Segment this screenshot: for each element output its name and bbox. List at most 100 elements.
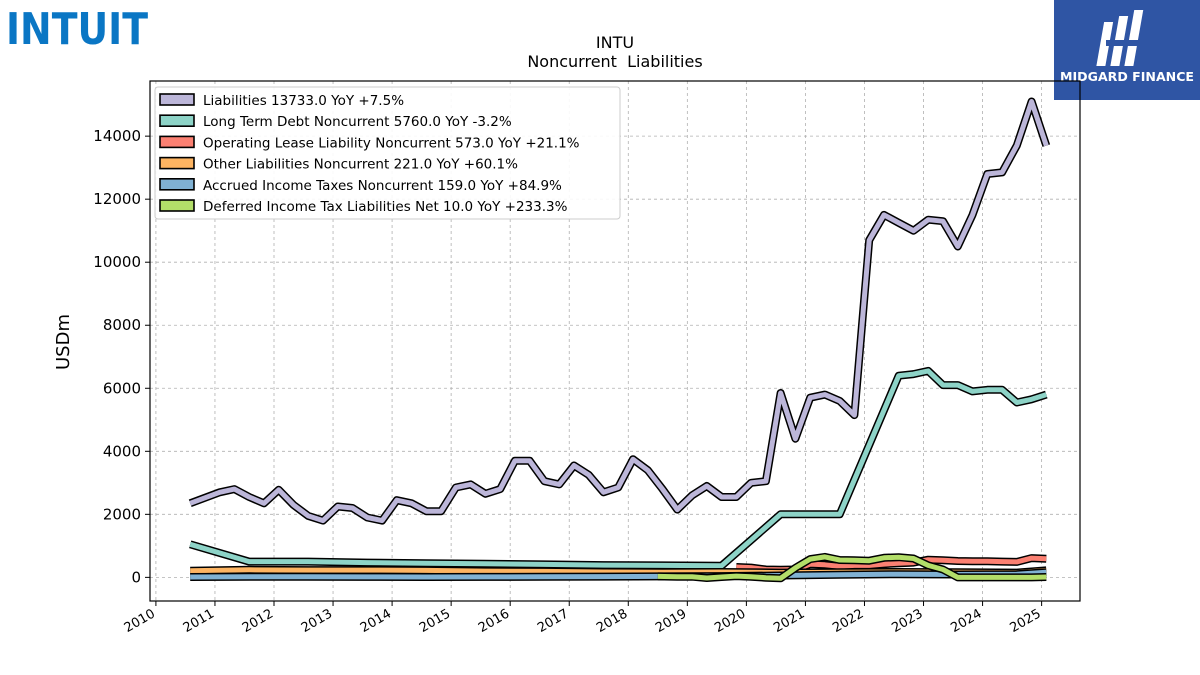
data-point [366,517,368,519]
data-point [1001,561,1003,563]
data-point [721,496,723,498]
data-point [735,566,737,568]
data-point [853,414,855,416]
data-point [307,576,309,578]
data-point [750,482,752,484]
legend-label: Accrued Income Taxes Noncurrent 159.0 Yo… [203,178,562,194]
data-point [499,488,501,490]
data-point [780,513,782,515]
legend-swatch [159,199,195,212]
data-point [942,559,944,561]
legend: Liabilities 13733.0 YoY +7.5% Long Term D… [154,86,621,220]
data-point [765,577,767,579]
data-point [1045,558,1047,560]
midgard-emblem-icon [1096,10,1152,66]
intuit-logo-text: INTUIT [6,4,148,52]
series-stroke [190,569,1047,580]
data-point [662,564,664,566]
legend-item-1: Long Term Debt Noncurrent 5760.0 YoY -3.… [159,114,512,130]
data-point [957,384,959,386]
data-point [927,564,929,566]
data-point [425,510,427,512]
data-point [942,384,944,386]
data-point [278,489,280,491]
plot-frame [149,80,1081,602]
legend-swatch [159,114,195,127]
y-axis-label: USDm [53,314,74,370]
data-point [839,400,841,402]
data-point [780,392,782,394]
data-point [573,465,575,467]
x-tick-label: 2017 [535,606,571,636]
data-point [1016,561,1018,563]
chart-title: INTU [596,33,634,52]
series-4-line [190,568,1047,581]
data-point [293,504,295,506]
legend-label: Long Term Debt Noncurrent 5760.0 YoY -3.… [203,114,512,130]
data-point [839,513,841,515]
data-point [957,560,959,562]
legend-item-0: Liabilities 13733.0 YoY +7.5% [159,93,404,109]
data-point [1001,389,1003,391]
y-tick-label: 6000 [103,379,141,397]
data-point [735,575,737,577]
data-point [1016,145,1018,147]
data-point [1016,576,1018,578]
x-tick-label: 2010 [122,606,158,636]
data-point [676,576,678,578]
data-point [248,496,250,498]
x-tick-label: 2016 [476,606,512,636]
data-point [189,502,191,504]
data-series [188,97,1051,583]
data-point [307,515,309,517]
data-point [691,576,693,578]
data-point [366,576,368,578]
data-point [189,570,191,572]
x-tick-label: 2014 [358,606,394,636]
data-point [248,561,250,563]
data-point [706,485,708,487]
data-point [337,506,339,508]
x-tick-label: 2018 [594,606,630,636]
y-tick-label: 14000 [93,127,141,145]
data-point [706,577,708,579]
data-point [381,520,383,522]
series-0-line [188,97,1051,525]
series-5-line [657,552,1047,583]
data-point [986,560,988,562]
data-point [1045,394,1047,396]
legend-item-5: Deferred Income Tax Liabilities Net 10.0… [159,199,568,215]
data-point [986,576,988,578]
data-point [543,480,545,482]
data-point [927,370,929,372]
y-tick-label: 2000 [103,505,141,523]
data-point [484,563,486,565]
data-point [913,558,915,560]
y-tick-label: 10000 [93,253,141,271]
data-point [765,480,767,482]
x-tick-label: 2023 [889,606,925,636]
data-point [780,577,782,579]
data-point [986,173,988,175]
x-tick-label: 2019 [653,606,689,636]
y-tick-label: 12000 [93,190,141,208]
y-axis-ticks: 0 2000 4000 6000 8000 10000 12000 14000 [93,127,150,586]
data-point [942,220,944,222]
data-point [558,483,560,485]
data-point [543,570,545,572]
data-point [824,564,826,566]
legend-label: Liabilities 13733.0 YoY +7.5% [203,93,404,109]
data-point [233,488,235,490]
legend-box [154,86,621,220]
data-point [1031,576,1033,578]
data-point [868,564,870,566]
data-point [839,574,841,576]
data-point [972,560,974,562]
legend-swatch [159,135,195,149]
data-point [1031,557,1033,559]
x-tick-label: 2013 [299,606,335,636]
data-point [396,499,398,501]
data-point [794,438,796,440]
data-point [972,214,974,216]
data-point [898,556,900,558]
